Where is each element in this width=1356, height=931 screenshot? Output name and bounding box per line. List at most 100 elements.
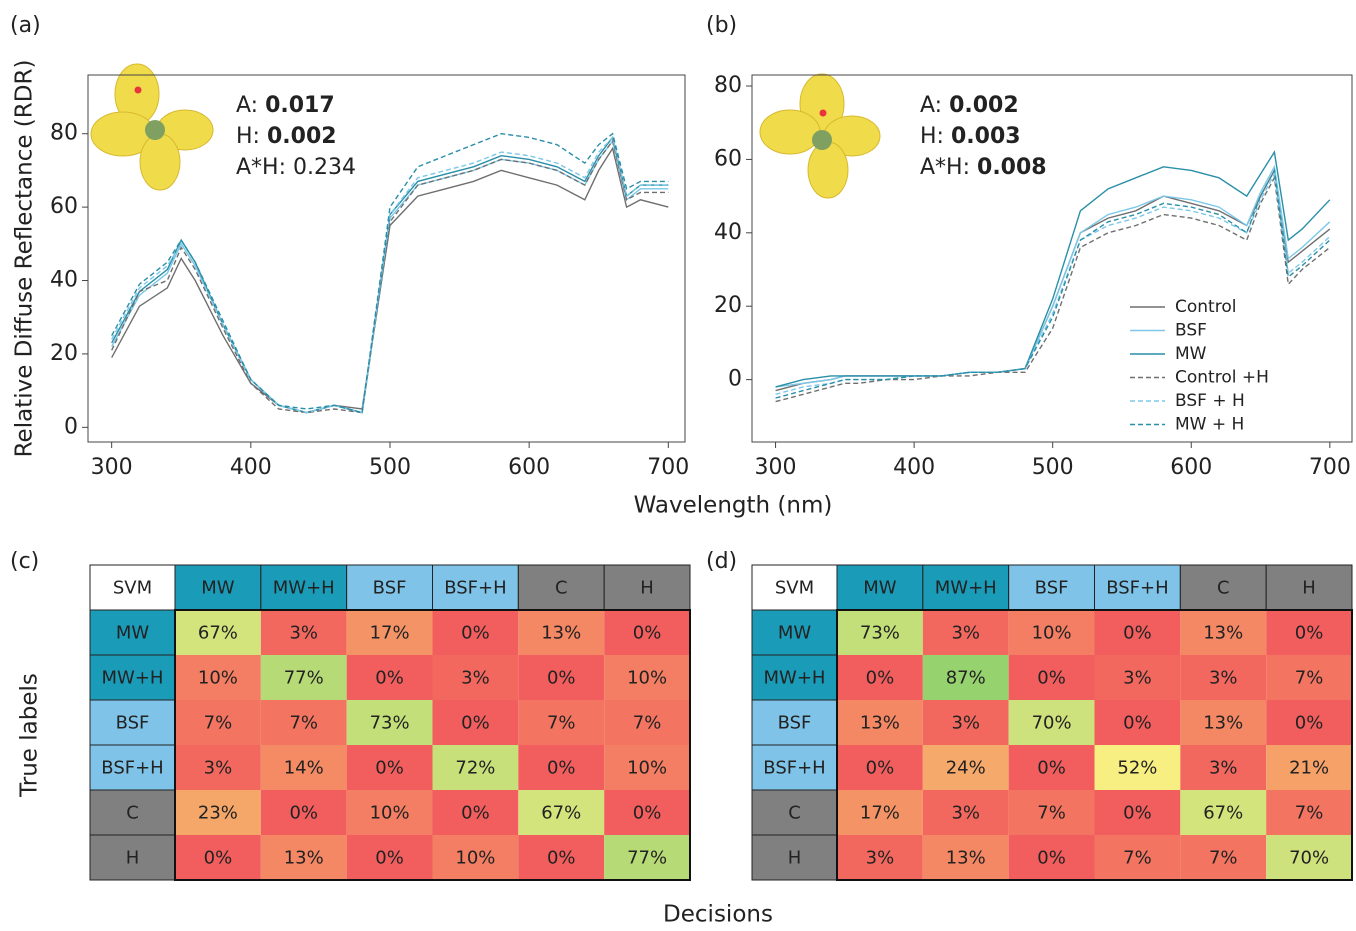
row-header-text: H xyxy=(788,848,802,869)
heat-cell xyxy=(260,655,347,700)
cell-label: 0% xyxy=(1123,713,1152,734)
cell-label: 0% xyxy=(1295,623,1324,644)
y-tick-label: 0 xyxy=(64,414,78,439)
row-header-text: MW xyxy=(778,623,812,644)
heat-cell xyxy=(1008,610,1095,655)
legend-label: Control +H xyxy=(1175,368,1269,388)
x-tick-label: 600 xyxy=(508,455,550,480)
x-tick-label: 700 xyxy=(1309,455,1351,480)
col-header-text: MW+H xyxy=(273,578,335,599)
cell-label: 0% xyxy=(375,848,404,869)
cell-label: 0% xyxy=(204,848,233,869)
heat-cell xyxy=(922,655,1009,700)
cell-label: 77% xyxy=(627,848,667,869)
y-tick-label: 20 xyxy=(714,293,742,318)
heat-cell xyxy=(1008,700,1095,745)
cell-label: 17% xyxy=(860,803,900,824)
heat-cell xyxy=(837,655,923,700)
heat-cell xyxy=(346,610,433,655)
y-tick-label: 80 xyxy=(50,121,78,146)
legend-label: Control xyxy=(1175,297,1236,317)
heat-cell xyxy=(1180,610,1267,655)
col-header xyxy=(836,564,924,611)
cell-label: 7% xyxy=(204,713,233,734)
panel-label: (a) xyxy=(10,13,41,38)
cell-label: 0% xyxy=(1037,668,1066,689)
heat-cell xyxy=(1180,745,1267,790)
annotation: A: 0.017 xyxy=(236,93,335,118)
col-header xyxy=(517,564,605,611)
cell-label: 0% xyxy=(866,668,895,689)
col-header-text: MW+H xyxy=(935,578,997,599)
cell-label: 0% xyxy=(461,713,490,734)
row-header-text: MW xyxy=(116,623,150,644)
row-header xyxy=(751,654,838,701)
col-header-text: C xyxy=(555,578,568,599)
plot-frame xyxy=(751,74,1353,443)
cell-label: 0% xyxy=(461,803,490,824)
series-line xyxy=(775,168,1331,392)
cell-label: 67% xyxy=(198,623,238,644)
col-header xyxy=(922,564,1010,611)
corner-cell-text: SVM xyxy=(113,578,152,599)
cell-label: 3% xyxy=(951,713,980,734)
cell-label: 10% xyxy=(198,668,238,689)
series-line xyxy=(775,175,1331,403)
annotation-value: 0.017 xyxy=(265,93,335,118)
cell-label: 0% xyxy=(633,623,662,644)
heat-cell xyxy=(432,655,519,700)
cell-label: 7% xyxy=(1295,803,1324,824)
cell-label: 0% xyxy=(375,668,404,689)
annotation: A*H: 0.008 xyxy=(920,155,1047,180)
heat-cell xyxy=(1266,700,1352,745)
cell-label: 67% xyxy=(541,803,581,824)
heat-cell xyxy=(175,700,261,745)
heat-cell xyxy=(346,700,433,745)
heat-cell xyxy=(175,790,261,835)
cell-label: 87% xyxy=(946,668,986,689)
series-line xyxy=(111,139,669,414)
series-line xyxy=(111,139,669,414)
cell-label: 10% xyxy=(627,758,667,779)
col-header-text: MW xyxy=(201,578,235,599)
heat-cell xyxy=(346,790,433,835)
cell-label: 73% xyxy=(370,713,410,734)
cell-label: 3% xyxy=(951,803,980,824)
heat-cell xyxy=(1266,655,1352,700)
heat-cell xyxy=(346,745,433,790)
cell-label: 3% xyxy=(1209,668,1238,689)
annotation: H: 0.003 xyxy=(920,124,1021,149)
cell-label: 73% xyxy=(860,623,900,644)
cell-label: 13% xyxy=(1203,623,1243,644)
annotation-label: H: xyxy=(920,124,944,149)
row-header-text: MW+H xyxy=(764,668,826,689)
cell-label: 3% xyxy=(461,668,490,689)
heat-cell xyxy=(1180,835,1267,880)
cell-label: 13% xyxy=(284,848,324,869)
legend-label: BSF + H xyxy=(1175,391,1245,411)
annotation-label: H: xyxy=(236,124,260,149)
y-tick-label: 0 xyxy=(728,367,742,392)
cell-label: 21% xyxy=(1289,758,1329,779)
flower-icon xyxy=(90,63,214,191)
series-line xyxy=(775,171,1331,395)
heat-cell xyxy=(260,610,347,655)
cell-label: 0% xyxy=(1123,803,1152,824)
cell-label: 3% xyxy=(1123,668,1152,689)
heat-cell xyxy=(1180,655,1267,700)
col-header-text: H xyxy=(1302,578,1316,599)
heat-cell xyxy=(346,655,433,700)
heat-cell xyxy=(175,655,261,700)
row-header-text: H xyxy=(126,848,140,869)
cell-label: 0% xyxy=(1295,713,1324,734)
heat-cell xyxy=(837,745,923,790)
y-axis-label: Relative Diffuse Reflectance (RDR) xyxy=(12,60,38,458)
cell-label: 13% xyxy=(1203,713,1243,734)
heat-cell xyxy=(260,745,347,790)
heat-cell xyxy=(922,610,1009,655)
row-header-text: BSF+H xyxy=(101,758,163,779)
col-header-text: C xyxy=(1217,578,1230,599)
cell-label: 0% xyxy=(1037,848,1066,869)
col-header-text: BSF xyxy=(373,578,407,599)
